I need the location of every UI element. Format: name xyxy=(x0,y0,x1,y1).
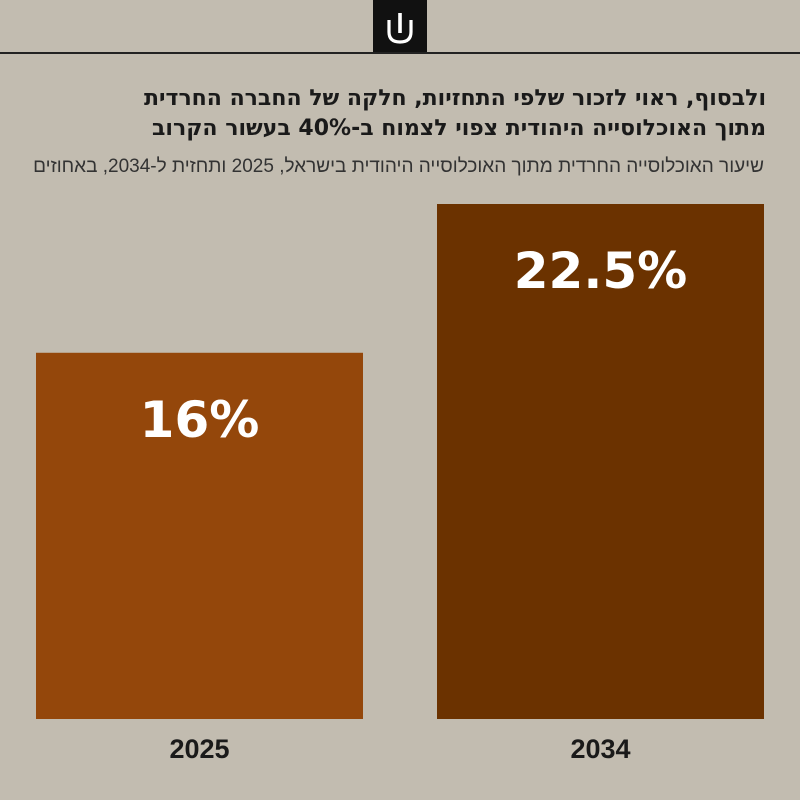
publisher-logo xyxy=(373,0,427,54)
logo-glyph-icon xyxy=(373,0,427,54)
bar-2034 xyxy=(437,204,764,719)
x-tick-label-2034: 2034 xyxy=(570,734,630,764)
chart-title-line-2: מתוך האוכלוסייה היהודית צפוי לצמוח ב-40%… xyxy=(152,116,766,141)
chart-subtitle: שיעור האוכלוסייה החרדית מתוך האוכלוסייה … xyxy=(33,156,764,177)
chart-title-line-1: ולבסוף, ראוי לזכור שלפי התחזיות, חלקה של… xyxy=(144,86,766,111)
bar-2025 xyxy=(36,352,363,719)
header-divider xyxy=(0,52,800,54)
bar-value-label-2034: 22.5% xyxy=(514,242,687,300)
chart-title: ולבסוף, ראוי לזכור שלפי התחזיות, חלקה של… xyxy=(36,84,766,144)
bar-value-label-2025: 16% xyxy=(140,391,260,449)
x-tick-label-2025: 2025 xyxy=(169,734,229,764)
